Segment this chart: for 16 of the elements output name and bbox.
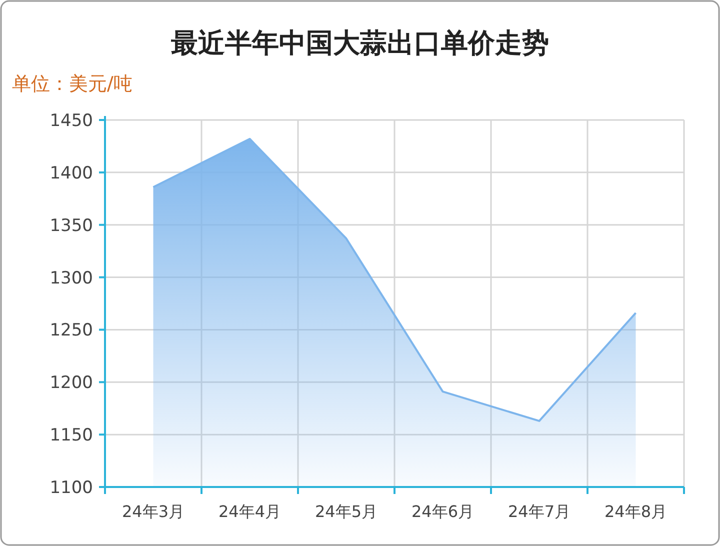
x-tick-label: 24年4月 [218, 502, 282, 521]
x-tick-label: 24年3月 [122, 502, 185, 521]
x-tick-label: 24年7月 [508, 502, 571, 521]
x-tick-label: 24年8月 [604, 502, 668, 521]
chart-title: 最近半年中国大蒜出口单价走势 [170, 28, 549, 59]
y-tick-label: 1250 [50, 320, 93, 341]
y-tick-label: 1400 [50, 163, 93, 184]
y-tick-label: 1100 [50, 478, 93, 498]
y-axis-title: 单位：美元/吨 [12, 73, 132, 95]
y-tick-label: 1350 [50, 216, 93, 236]
y-tick-label: 1200 [50, 373, 93, 394]
y-tick-label: 1450 [50, 111, 93, 131]
y-tick-label: 1300 [50, 268, 93, 288]
x-tick-label: 24年5月 [314, 502, 378, 521]
y-tick-label: 1150 [50, 426, 93, 446]
x-tick-label: 24年6月 [411, 502, 474, 521]
